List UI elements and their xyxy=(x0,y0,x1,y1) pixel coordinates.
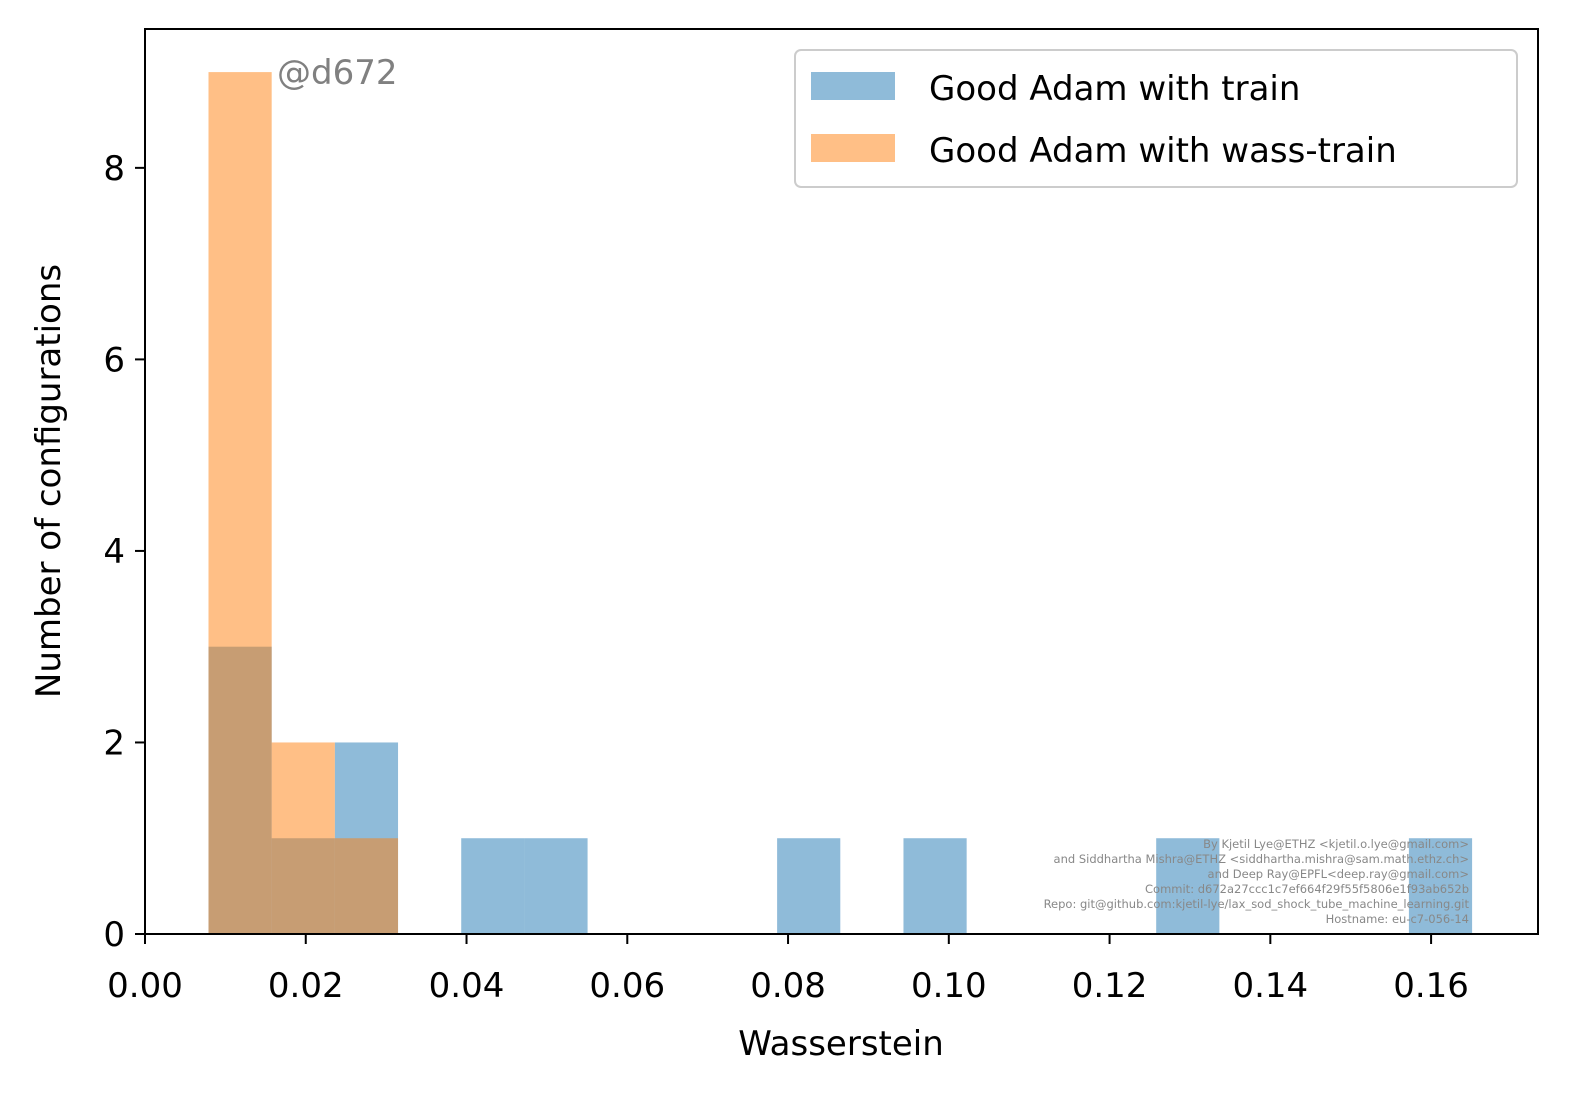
legend-label-train: Good Adam with train xyxy=(929,69,1300,109)
credit-line: Hostname: eu-c7-056-14 xyxy=(1326,912,1469,926)
histogram-bar-series1-bin1 xyxy=(271,742,335,934)
x-tick-label: 0.14 xyxy=(1232,966,1308,1006)
credit-line: and Siddhartha Mishra@ETHZ <siddhartha.m… xyxy=(1054,852,1469,866)
credit-line: and Deep Ray@EPFL<deep.ray@gmail.com> xyxy=(1208,867,1469,881)
y-tick-label: 2 xyxy=(103,723,125,763)
credit-line: By Kjetil Lye@ETHZ <kjetil.o.lye@gmail.c… xyxy=(1203,837,1469,851)
legend-swatch-wass-train xyxy=(811,134,895,162)
x-tick-label: 0.08 xyxy=(750,966,826,1006)
x-tick-label: 0.00 xyxy=(107,966,183,1006)
y-tick-label: 8 xyxy=(103,149,125,189)
axes-frame xyxy=(144,28,1539,935)
x-tick-label: 0.16 xyxy=(1393,966,1469,1006)
legend-swatch-train xyxy=(811,72,895,100)
y-tick-label: 6 xyxy=(103,340,125,380)
credit-line: Repo: git@github.com:kjetil-lye/lax_sod_… xyxy=(1044,897,1470,911)
y-axis-label: Number of configurations xyxy=(29,264,69,698)
bars-layer xyxy=(208,72,1473,935)
histogram-bar-series0-bin15 xyxy=(1156,838,1220,934)
histogram-bar-series0-bin5 xyxy=(524,838,588,934)
credits-annotation: By Kjetil Lye@ETHZ <kjetil.o.lye@gmail.c… xyxy=(1044,837,1470,926)
x-axis-label: Wasserstein xyxy=(738,1024,944,1064)
legend-label-wass-train: Good Adam with wass-train xyxy=(929,131,1397,171)
y-tick-label: 4 xyxy=(103,532,125,572)
x-tick-label: 0.02 xyxy=(268,966,344,1006)
histogram-bar-series1-bin0 xyxy=(208,72,272,935)
histogram-bar-series1-bin2 xyxy=(334,838,399,934)
x-tick-label: 0.10 xyxy=(911,966,987,1006)
credit-line: Commit: d672a27ccc1c7ef664f29f55f5806e1f… xyxy=(1145,882,1469,896)
x-ticks: 0.00 0.02 0.04 0.06 0.08 0.10 0.12 0.14 0.16 xyxy=(107,934,1469,1006)
x-tick-label: 0.04 xyxy=(429,966,505,1006)
histogram-bar-series0-bin11 xyxy=(903,838,967,934)
x-tick-label: 0.06 xyxy=(589,966,665,1006)
legend-frame xyxy=(794,49,1518,188)
x-tick-label: 0.12 xyxy=(1072,966,1148,1006)
y-ticks: 0 2 4 6 8 xyxy=(103,149,145,955)
tag-annotation: @d672 xyxy=(277,53,397,93)
histogram-bar-series0-bin9 xyxy=(777,838,841,934)
histogram-bar-series0-bin19 xyxy=(1408,838,1473,934)
histogram-bar-series0-bin4 xyxy=(461,838,525,934)
y-tick-label: 0 xyxy=(103,915,125,955)
legend: Good Adam with train Good Adam with wass… xyxy=(794,49,1518,188)
